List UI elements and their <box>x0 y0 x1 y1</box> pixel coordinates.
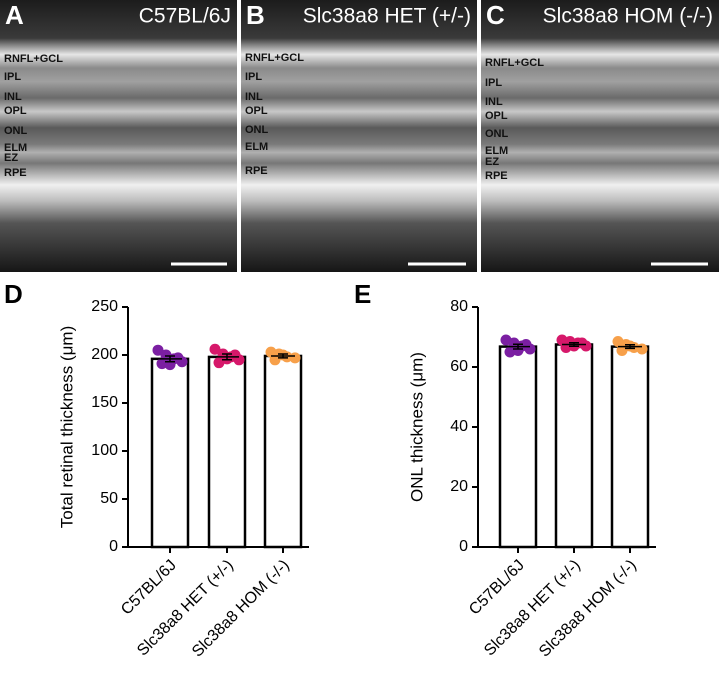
layer-label: RNFL+GCL <box>245 52 304 64</box>
panel-label: D <box>4 279 23 309</box>
panel-title: Slc38a8 HET (+/-) <box>303 5 471 28</box>
bar <box>610 345 650 549</box>
layer-label: IPL <box>485 77 502 89</box>
y-tick-label: 20 <box>450 478 468 495</box>
data-point <box>209 343 221 355</box>
y-axis-label: ONL thickness (μm) <box>407 352 426 502</box>
bar <box>207 355 247 549</box>
oct-image <box>0 0 237 272</box>
layer-label: INL <box>4 91 22 103</box>
panel-label: B <box>246 0 265 30</box>
error-bar <box>506 343 530 350</box>
x-tick-label: Slc38a8 HET (+/-) <box>481 557 584 660</box>
layer-label: IPL <box>245 71 262 83</box>
bar <box>263 354 303 549</box>
layer-label: RNFL+GCL <box>4 53 63 65</box>
layer-label: ONL <box>245 124 269 136</box>
oct-image <box>481 0 719 272</box>
oct-image <box>241 0 477 272</box>
x-tick-label: C57BL/6J <box>118 557 180 619</box>
error-bar <box>562 341 586 348</box>
error-bar <box>618 344 642 350</box>
y-tick-label: 60 <box>450 358 468 375</box>
layer-label: OPL <box>245 105 268 117</box>
layer-label: OPL <box>4 105 27 117</box>
layer-label: ELM <box>245 141 268 153</box>
error-bar <box>158 355 182 363</box>
layer-label: ELM <box>4 142 27 154</box>
layer-label: OPL <box>485 110 508 122</box>
layer-label: EZ <box>4 152 18 164</box>
bar <box>554 343 594 549</box>
y-tick-label: 200 <box>91 346 118 363</box>
panel-title: C57BL/6J <box>139 5 231 28</box>
layer-label: RNFL+GCL <box>485 57 544 69</box>
data-point <box>156 358 168 370</box>
data-point <box>512 345 524 356</box>
x-tick-label: Slc38a8 HOM (-/-) <box>536 557 640 661</box>
panel-label: A <box>5 0 24 30</box>
layer-label: IPL <box>4 71 21 83</box>
layer-label: EZ <box>485 156 499 168</box>
layer-label: RPE <box>245 165 268 177</box>
data-point <box>152 344 164 356</box>
y-tick-label: 100 <box>91 442 118 459</box>
layer-label: ONL <box>4 125 28 137</box>
layer-label: RPE <box>4 167 27 179</box>
data-point <box>289 352 301 364</box>
layer-label: ONL <box>485 128 509 140</box>
data-point <box>172 352 184 364</box>
bar <box>150 357 190 549</box>
y-tick-label: 250 <box>91 298 118 315</box>
layer-label: RPE <box>485 170 508 182</box>
data-point <box>229 349 241 361</box>
panel-title: Slc38a8 HOM (-/-) <box>543 5 713 28</box>
y-tick-label: 0 <box>459 538 468 555</box>
data-point <box>269 354 281 366</box>
y-tick-label: 0 <box>109 538 118 555</box>
error-bar <box>271 353 295 359</box>
y-tick-label: 150 <box>91 394 118 411</box>
bar <box>498 345 538 549</box>
y-tick-label: 80 <box>450 298 468 315</box>
layer-label: ELM <box>485 145 508 157</box>
y-tick-label: 50 <box>100 490 118 507</box>
y-tick-label: 40 <box>450 418 468 435</box>
error-bar <box>215 353 239 361</box>
x-tick-label: Slc38a8 HET (+/-) <box>134 557 237 660</box>
panel-label: E <box>354 279 371 309</box>
data-point <box>616 345 628 356</box>
layer-label: INL <box>485 96 503 108</box>
layer-label: INL <box>245 91 263 103</box>
panel-label: C <box>486 0 505 30</box>
data-point <box>636 343 648 355</box>
x-tick-label: Slc38a8 HOM (-/-) <box>189 557 293 661</box>
y-axis-label: Total retinal thickness (μm) <box>57 326 76 529</box>
data-point <box>576 337 588 349</box>
